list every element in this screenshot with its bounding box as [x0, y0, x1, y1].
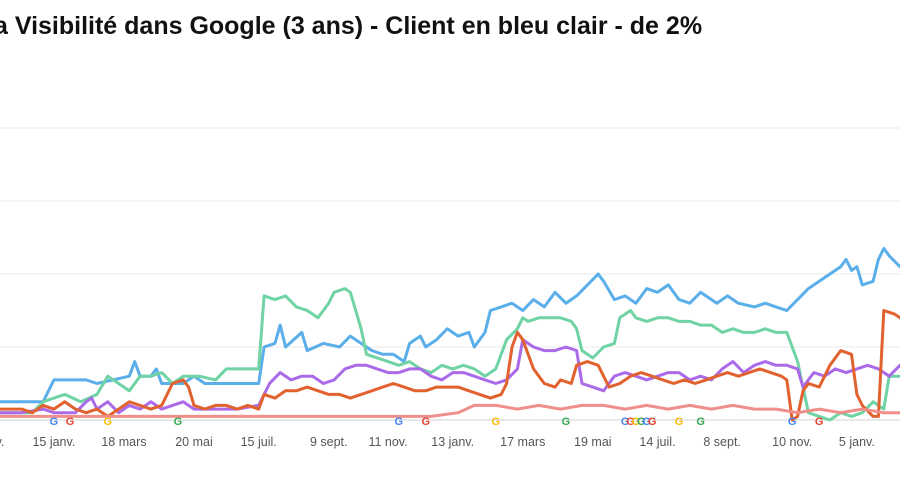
x-tick-label: 9 sept. — [310, 435, 348, 449]
x-tick-label: 5 janv. — [839, 435, 875, 449]
series-line-3 — [0, 338, 900, 415]
google-update-marker[interactable]: G — [632, 416, 641, 428]
google-update-marker[interactable]: G — [626, 416, 635, 428]
x-tick-label: v. — [0, 435, 4, 449]
google-update-marker[interactable]: G — [637, 416, 646, 428]
series-lines — [0, 247, 900, 422]
x-tick-label: 18 mars — [101, 435, 146, 449]
x-tick-label: 8 sept. — [703, 435, 741, 449]
google-update-marker[interactable]: G — [642, 416, 651, 428]
google-update-marker[interactable]: G — [174, 416, 183, 428]
google-update-marker[interactable]: G — [815, 416, 824, 428]
x-tick-label: 20 mai — [175, 435, 213, 449]
google-update-marker[interactable]: G — [66, 416, 75, 428]
gridlines — [0, 127, 900, 421]
series-line-2 — [0, 287, 900, 422]
x-tick-label: 11 nov. — [368, 435, 407, 449]
x-tick-label: 19 mai — [574, 435, 612, 449]
google-update-marker[interactable]: G — [104, 416, 113, 428]
google-update-marker[interactable]: G — [421, 416, 430, 428]
series-line-1 — [0, 247, 900, 404]
x-axis-tick-labels: v. 15 janv. 18 mars 20 mai 15 juil. 9 sept. 11… — [0, 435, 875, 449]
x-tick-label: 17 mars — [500, 435, 545, 449]
chart-title: a Visibilité dans Google (3 ans) - Clien… — [0, 12, 703, 40]
google-update-marker[interactable]: G — [492, 416, 501, 428]
google-update-marker[interactable]: G — [648, 416, 657, 428]
google-update-marker[interactable]: G — [696, 416, 705, 428]
google-update-marker[interactable]: G — [621, 416, 630, 428]
series-line-5 — [0, 403, 900, 418]
x-tick-label: 15 janv. — [32, 435, 75, 449]
google-update-marker[interactable]: G — [675, 416, 684, 428]
x-tick-label: 10 nov. — [772, 435, 812, 449]
x-tick-label: 15 juil. — [241, 435, 277, 449]
google-update-marker[interactable]: G — [50, 416, 59, 428]
google-update-marker[interactable]: G — [562, 416, 571, 428]
x-tick-label: 14 juil. — [639, 435, 675, 449]
series-line-4 — [0, 309, 900, 422]
x-tick-label: 13 janv. — [431, 435, 474, 449]
google-update-marker[interactable]: G — [788, 416, 797, 428]
google-update-marker[interactable]: G — [395, 416, 404, 428]
